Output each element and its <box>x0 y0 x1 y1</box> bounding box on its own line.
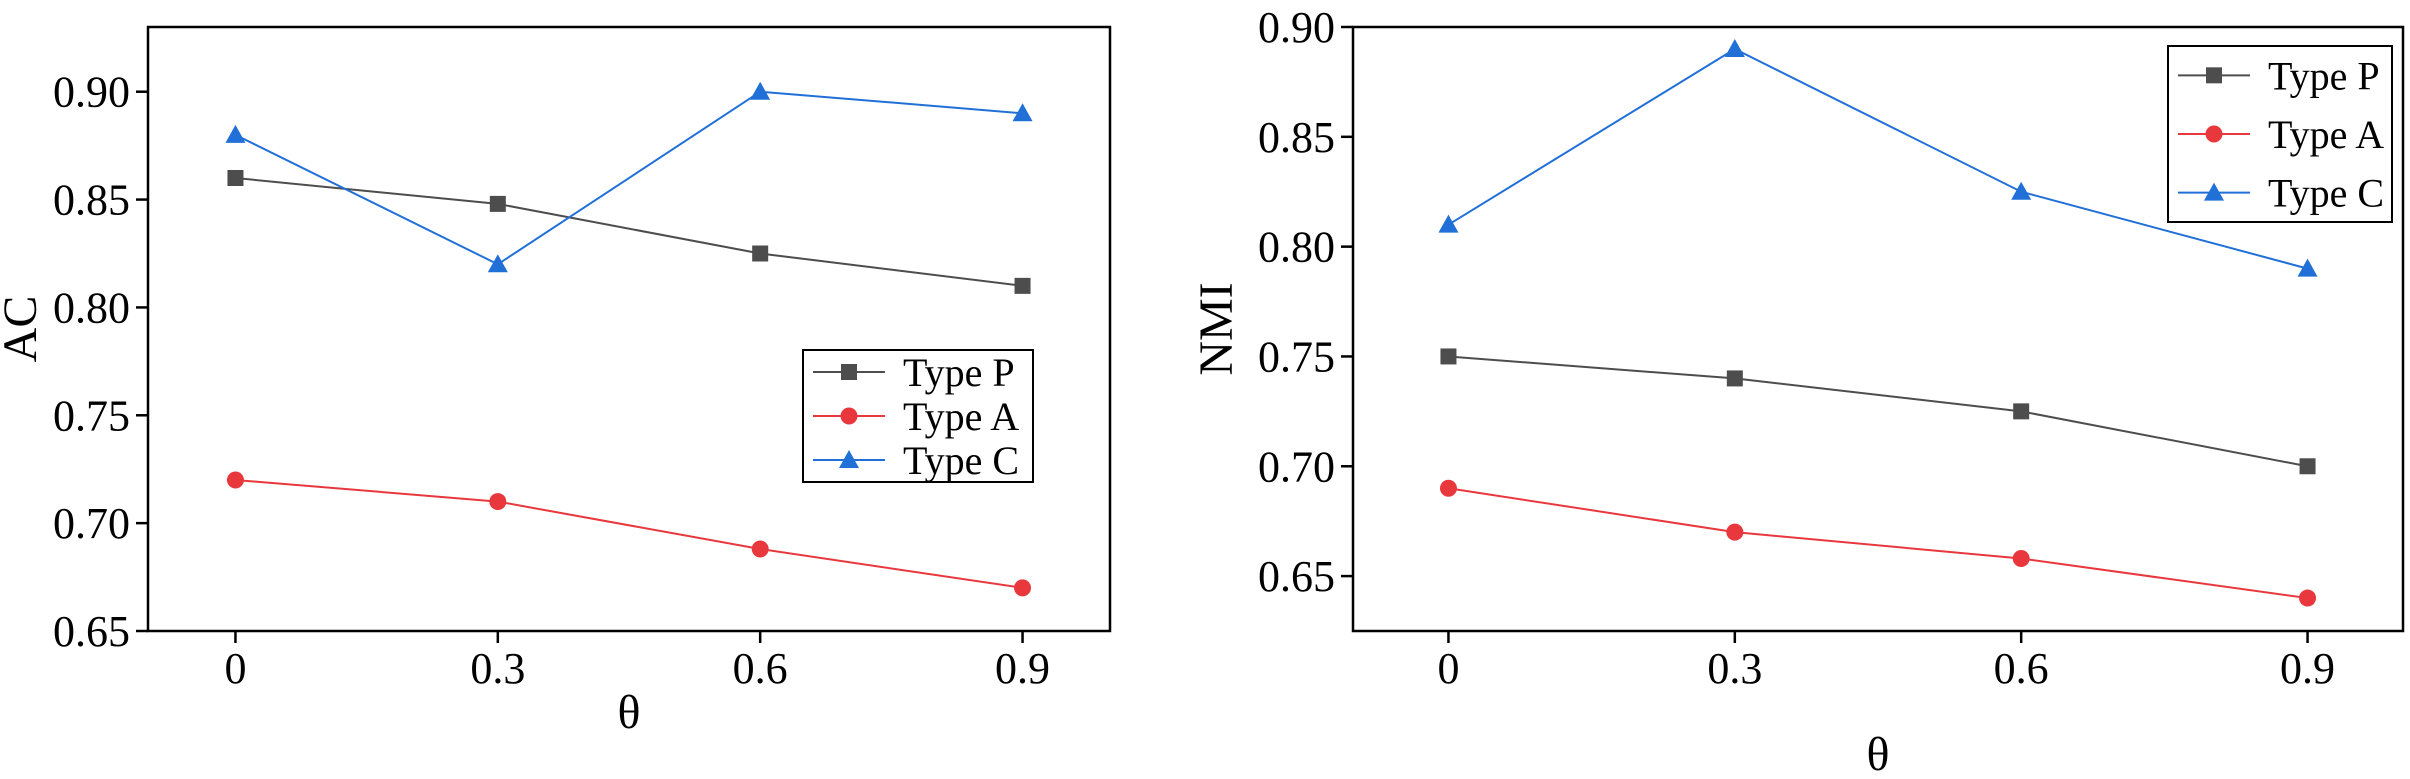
y-tick-label: 0.90 <box>1258 3 1335 52</box>
x-tick-label: 0 <box>224 644 246 693</box>
legend-marker-type-c <box>839 450 859 468</box>
data-point-type-p <box>1014 277 1031 294</box>
y-ticks: 0.65 0.70 0.75 0.80 0.85 0.90 <box>1258 3 1353 601</box>
y-tick-label: 0.65 <box>1258 552 1335 601</box>
data-point-type-c <box>225 124 246 143</box>
x-axis-title: θ <box>618 686 641 739</box>
data-point-type-a <box>2299 589 2317 607</box>
data-point-type-p <box>1726 370 1743 387</box>
data-point-type-a <box>489 493 507 511</box>
series-layer <box>1438 38 2318 607</box>
y-tick-label: 0.90 <box>53 68 130 117</box>
nmi-chart: 0 0.3 0.6 0.9 0.65 0.70 0.75 0.80 0.85 0.90 θ NM… <box>1190 3 2405 779</box>
y-axis-title: NMI <box>1190 282 1243 375</box>
legend-marker-type-c <box>2204 182 2224 201</box>
data-point-type-a <box>751 540 769 558</box>
data-point-type-p <box>227 170 244 186</box>
data-point-type-p <box>2299 458 2316 475</box>
x-tick-label: 0 <box>1437 644 1459 693</box>
plot-frame <box>146 25 1112 633</box>
data-point-type-c <box>1012 103 1033 122</box>
legend-label-type-a: Type A <box>903 394 1019 439</box>
x-tick-label: 0.9 <box>995 644 1050 693</box>
y-tick-label: 0.80 <box>53 283 130 332</box>
y-tick-label: 0.70 <box>1258 442 1335 491</box>
data-point-type-a <box>1439 479 1457 497</box>
data-point-type-p <box>752 245 769 262</box>
data-point-type-a <box>1726 523 1744 541</box>
x-axis-title: θ <box>1867 728 1890 779</box>
series-line-type-a <box>1448 487 2308 600</box>
x-ticks: 0 0.3 0.6 0.9 <box>1437 631 2335 693</box>
data-point-type-c <box>2011 181 2032 200</box>
y-tick-label: 0.65 <box>53 607 130 656</box>
y-tick-label: 0.80 <box>1258 223 1335 272</box>
legend-marker-type-a <box>840 407 858 425</box>
series-line-type-a <box>235 479 1023 589</box>
legend-label-type-c: Type C <box>903 438 1019 483</box>
series-line-type-p <box>235 177 1023 287</box>
data-point-type-c <box>1438 214 1459 233</box>
x-tick-label: 0.9 <box>2280 644 2335 693</box>
data-point-type-c <box>750 81 771 100</box>
legend-marker-type-p <box>841 364 857 380</box>
data-point-type-p <box>2013 403 2030 420</box>
legend-label-type-p: Type P <box>2268 53 2380 98</box>
x-ticks: 0 0.3 0.6 0.9 <box>224 631 1050 693</box>
data-point-type-c <box>2297 258 2318 277</box>
data-point-type-p <box>1440 348 1457 365</box>
series-line-type-p <box>1448 355 2308 468</box>
ac-chart: 0 0.3 0.6 0.9 0.65 0.70 0.75 0.80 0.85 0.90 θ AC… <box>0 25 1112 739</box>
series-layer <box>225 81 1033 597</box>
legend-label-type-a: Type A <box>2268 112 2384 157</box>
legend-label-type-p: Type P <box>903 350 1015 395</box>
y-tick-label: 0.70 <box>53 499 130 548</box>
data-point-type-c <box>1724 38 1745 57</box>
y-tick-label: 0.75 <box>53 391 130 440</box>
y-tick-label: 0.75 <box>1258 332 1335 381</box>
y-tick-label: 0.85 <box>53 176 130 225</box>
series-line-type-c <box>235 90 1023 266</box>
x-tick-label: 0.3 <box>470 644 525 693</box>
x-tick-label: 0.6 <box>733 644 788 693</box>
y-axis-title: AC <box>0 296 47 363</box>
series-line-type-c <box>1447 47 2308 270</box>
plot-frame <box>1351 25 2405 633</box>
data-point-type-a <box>226 471 244 489</box>
x-tick-label: 0.3 <box>1707 644 1762 693</box>
legend-label-type-c: Type C <box>2268 171 2384 216</box>
data-point-type-a <box>1014 579 1032 597</box>
x-tick-label: 0.6 <box>1994 644 2049 693</box>
legend-marker-type-a <box>2205 125 2223 143</box>
data-point-type-c <box>487 254 508 273</box>
y-ticks: 0.65 0.70 0.75 0.80 0.85 0.90 <box>53 68 148 656</box>
legend-marker-type-p <box>2206 67 2222 84</box>
data-point-type-p <box>489 195 506 212</box>
y-tick-label: 0.85 <box>1258 113 1335 162</box>
legend: Type P Type A Type C <box>2167 45 2393 223</box>
data-point-type-a <box>2012 550 2030 568</box>
